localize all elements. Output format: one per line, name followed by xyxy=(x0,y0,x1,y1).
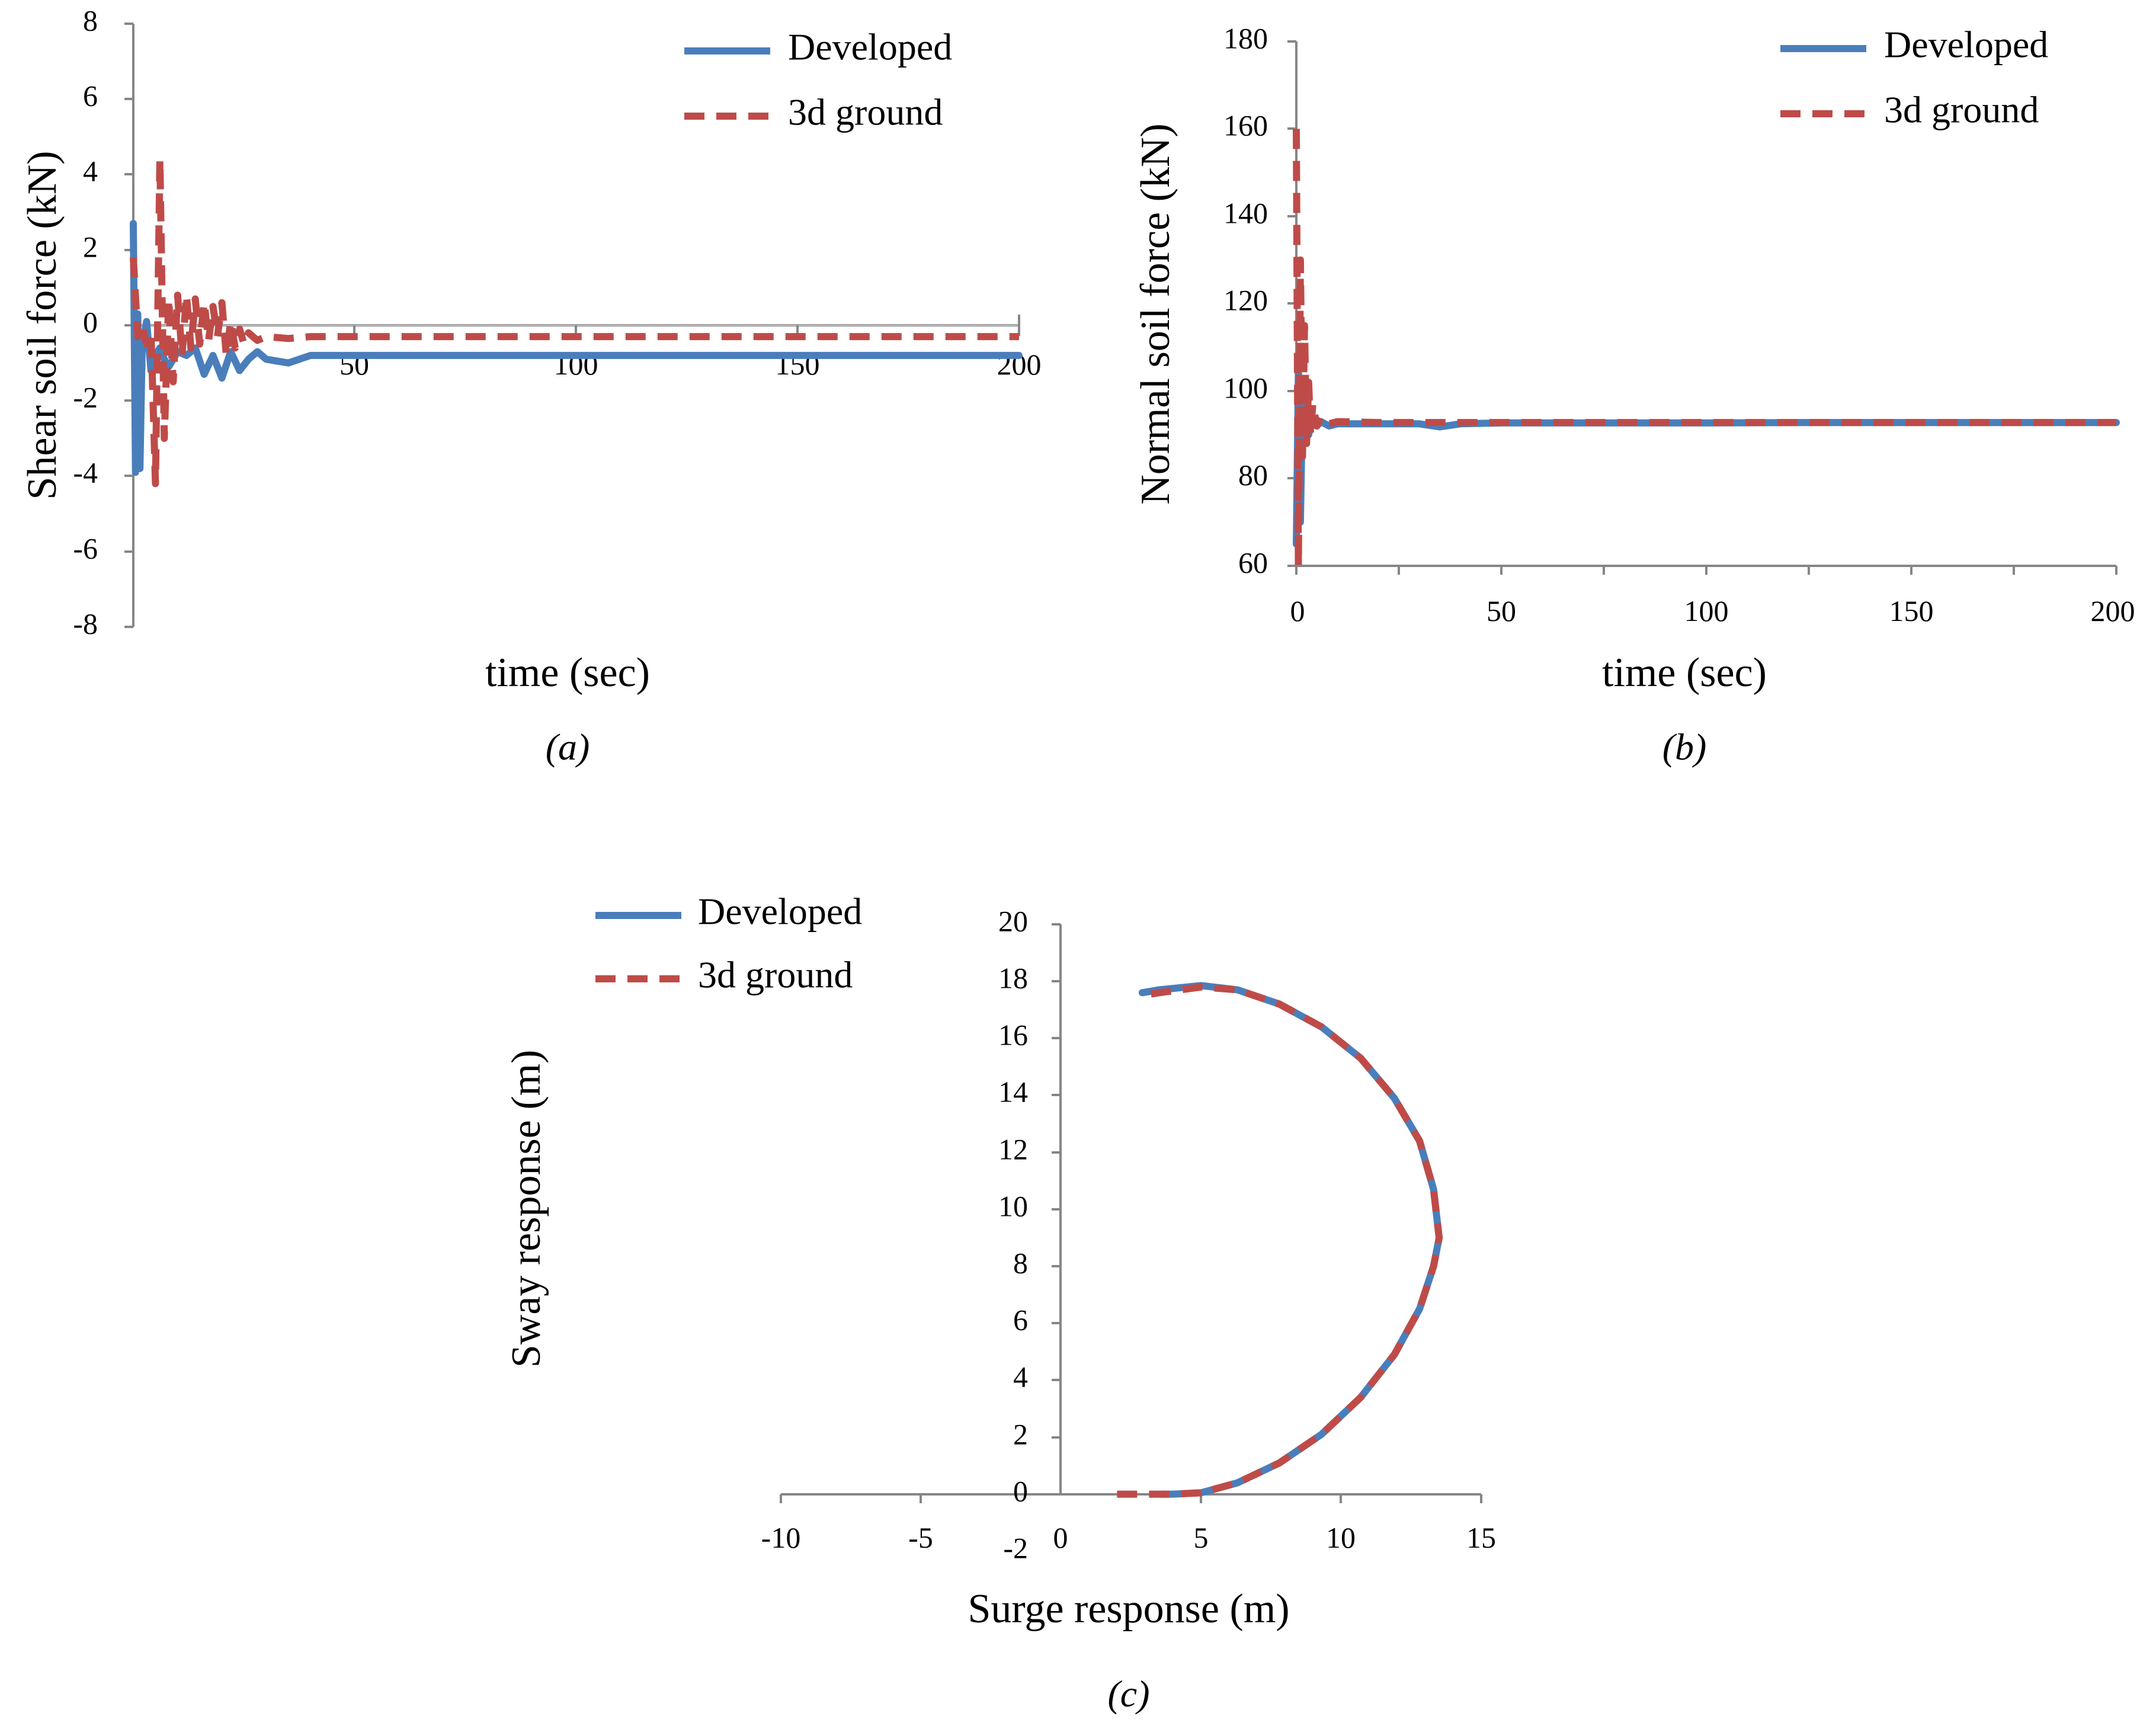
chart-a-y-tick-label: 2 xyxy=(83,230,98,263)
chart-c-y-tick-label: 8 xyxy=(1013,1246,1028,1279)
chart-a-y-tick-label: 0 xyxy=(83,305,98,338)
chart-a-legend: Developed 3d ground xyxy=(684,26,952,133)
chart-c-x-tick-label: -10 xyxy=(761,1521,801,1554)
chart-b: 180 160 140 120 100 80 60 0 50 100 150 2… xyxy=(1133,21,2135,768)
chart-a-y-tick-label: -4 xyxy=(73,456,98,489)
chart-b-y-tick-label: 60 xyxy=(1238,546,1268,579)
chart-a-y-tick-label: 6 xyxy=(83,79,98,112)
chart-a-series xyxy=(130,156,1023,488)
chart-c-y-tick-label: 18 xyxy=(998,961,1028,994)
chart-c-x-tick-label: 15 xyxy=(1466,1521,1496,1554)
chart-c-series-3d-ground xyxy=(1117,983,1443,1498)
chart-a-y-tick-label: -2 xyxy=(73,380,98,414)
chart-b-y-axis-title: Normal soil force (kN) xyxy=(1133,123,1178,504)
chart-a-x-axis-title: time (sec) xyxy=(485,650,650,696)
chart-a-y-axis-title: Shear soil force (kN) xyxy=(20,151,65,500)
chart-c-y-axis-title: Sway response (m) xyxy=(504,1050,549,1368)
chart-c-y-tick-label: 0 xyxy=(1013,1474,1028,1507)
chart-c-x-tick-label: 0 xyxy=(1053,1521,1068,1554)
chart-a-y-ticks: 8 6 4 2 0 -2 -4 -6 -8 xyxy=(73,4,133,640)
chart-b-caption: (b) xyxy=(1662,726,1707,768)
chart-c-legend: Developed 3d ground xyxy=(595,891,862,996)
chart-c-series xyxy=(1117,982,1443,1498)
chart-a-y-tick-label: 4 xyxy=(83,154,98,187)
chart-a-caption: (a) xyxy=(546,726,590,768)
chart-a: 8 6 4 2 0 -2 -4 -6 -8 0 50 100 150 200 S… xyxy=(20,4,1041,768)
chart-b-x-tick-label: 150 xyxy=(1889,594,1934,627)
chart-c-y-tick-label: -2 xyxy=(1003,1531,1028,1564)
chart-a-series-3d-ground xyxy=(130,156,1019,488)
chart-a-legend-label-developed: Developed xyxy=(788,26,952,68)
chart-b-x-axis-title: time (sec) xyxy=(1602,650,1767,696)
chart-b-y-tick-label: 120 xyxy=(1223,283,1268,316)
chart-b-x-ticks: 0 50 100 150 200 xyxy=(1290,566,2135,627)
chart-b-y-tick-label: 160 xyxy=(1223,108,1268,142)
chart-b-legend-label-developed: Developed xyxy=(1884,24,2048,66)
chart-a-y-tick-label: -8 xyxy=(73,607,98,640)
chart-a-legend-label-3d-ground: 3d ground xyxy=(788,91,943,133)
chart-b-series-3d-ground xyxy=(1293,129,2116,569)
chart-c-x-tick-label: 10 xyxy=(1326,1521,1356,1554)
chart-c-series-developed xyxy=(1138,982,1443,1498)
chart-c-x-axis-title: Surge response (m) xyxy=(968,1586,1289,1632)
chart-a-series-developed xyxy=(130,220,1023,476)
chart-b-x-tick-label: 0 xyxy=(1290,594,1305,627)
chart-c-y-tick-label: 4 xyxy=(1013,1360,1028,1393)
chart-c-x-tick-label: 5 xyxy=(1194,1521,1209,1554)
chart-b-y-tick-label: 140 xyxy=(1223,196,1268,229)
chart-b-series-developed xyxy=(1293,366,2120,548)
chart-a-y-tick-label: 8 xyxy=(83,4,98,37)
chart-c-y-tick-label: 10 xyxy=(998,1189,1028,1222)
chart-b-y-tick-label: 180 xyxy=(1223,21,1268,55)
chart-c-x-tick-label: -5 xyxy=(908,1521,933,1554)
chart-c-y-tick-label: 2 xyxy=(1013,1417,1028,1450)
chart-b-y-ticks: 180 160 140 120 100 80 60 xyxy=(1223,21,1296,579)
chart-c-y-tick-label: 16 xyxy=(998,1018,1028,1051)
chart-c-x-ticks: -10 -5 0 5 10 15 xyxy=(761,1494,1496,1554)
chart-c-y-tick-label: 14 xyxy=(998,1075,1028,1108)
chart-b-y-tick-label: 100 xyxy=(1223,371,1268,404)
chart-b-legend: Developed 3d ground xyxy=(1780,24,2048,131)
chart-c: 20 18 16 14 12 10 8 6 4 2 0 -2 -10 -5 0 … xyxy=(504,891,1496,1715)
chart-c-y-ticks: 20 18 16 14 12 10 8 6 4 2 0 -2 xyxy=(998,904,1061,1564)
chart-c-y-tick-label: 12 xyxy=(998,1132,1028,1165)
chart-c-legend-label-developed: Developed xyxy=(698,891,862,933)
chart-a-y-tick-label: -6 xyxy=(73,531,98,565)
chart-b-x-tick-label: 200 xyxy=(2091,594,2135,627)
chart-b-y-tick-label: 80 xyxy=(1238,458,1268,491)
chart-b-x-tick-label: 100 xyxy=(1684,594,1729,627)
chart-b-legend-label-3d-ground: 3d ground xyxy=(1884,89,2039,131)
chart-c-y-tick-label: 20 xyxy=(998,904,1028,937)
chart-c-caption: (c) xyxy=(1107,1673,1149,1715)
chart-c-y-tick-label: 6 xyxy=(1013,1303,1028,1336)
chart-c-legend-label-3d-ground: 3d ground xyxy=(698,954,853,996)
chart-b-x-tick-label: 50 xyxy=(1487,594,1516,627)
chart-b-series xyxy=(1293,129,2120,569)
